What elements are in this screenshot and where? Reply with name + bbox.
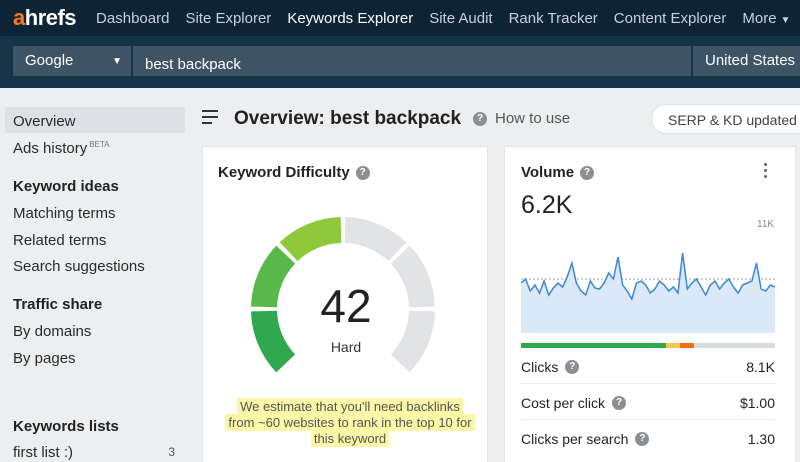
country-value: United States <box>705 52 796 69</box>
metric-cost-per-click: Cost per click? $1.00 <box>521 393 775 413</box>
ahrefs-logo[interactable]: a hrefs <box>13 5 77 31</box>
sidebar-item-first-list[interactable]: first list :) 3 <box>5 438 185 462</box>
split-segment <box>693 343 775 348</box>
nav-content-explorer[interactable]: Content Explorer <box>613 9 727 27</box>
divider <box>521 419 775 420</box>
help-icon: ? <box>473 111 487 126</box>
page-title: Overview: best backpack <box>234 108 462 129</box>
nav-keywords-explorer[interactable]: Keywords Explorer <box>287 9 414 27</box>
sidebar-item-matching-terms[interactable]: Matching terms <box>13 205 116 222</box>
logo-accent: a <box>13 5 25 30</box>
sidebar-item-search-suggestions[interactable]: Search suggestions <box>13 258 145 275</box>
nav-rank-tracker[interactable]: Rank Tracker <box>508 9 598 27</box>
gauge-segment <box>279 217 342 262</box>
nav-dashboard[interactable]: Dashboard <box>96 9 170 27</box>
logo-text: hrefs <box>24 5 77 30</box>
search-bar: Google ▼ United States <box>0 36 800 88</box>
metric-label: Clicks per search <box>521 431 629 447</box>
nav-site-explorer[interactable]: Site Explorer <box>185 9 272 27</box>
kd-estimate-note: We estimate that you'll need backlinks f… <box>225 398 475 447</box>
serp-status-badge: SERP & KD updated <box>651 104 800 134</box>
gauge-segment <box>251 310 296 373</box>
metric-value: $1.00 <box>739 395 775 411</box>
search-engine-select[interactable]: Google ▼ <box>13 46 131 76</box>
keyword-input[interactable] <box>133 46 691 76</box>
beta-badge: BETA <box>89 140 110 149</box>
metric-label: Clicks <box>521 359 559 375</box>
volume-line <box>521 252 775 301</box>
metric-value: 8.1K <box>746 359 775 375</box>
sidebar-item-label: first list :) <box>13 444 73 461</box>
volume-card: Volume ? 6.2K 11K Clicks? 8.1K Cost per … <box>504 146 796 462</box>
kd-title-text: Keyword Difficulty <box>218 164 350 181</box>
gauge-segment <box>390 310 435 373</box>
how-to-use-link[interactable]: ? How to use <box>473 110 570 127</box>
kd-estimate-text: We estimate that you'll need backlinks f… <box>225 398 475 447</box>
volume-card-title: Volume ? <box>521 164 595 181</box>
gauge-segment <box>251 245 296 308</box>
how-to-use-label: How to use <box>495 110 571 127</box>
sidebar-item-ads-history[interactable]: Ads history BETA <box>5 134 185 160</box>
nav-more-label: More <box>742 9 777 27</box>
volume-axis-max: 11K <box>757 219 775 230</box>
split-segment <box>679 343 694 348</box>
kd-card-title: Keyword Difficulty ? <box>218 164 370 181</box>
help-icon[interactable]: ? <box>580 165 595 180</box>
sidebar-heading-keywords-lists: Keywords lists <box>13 418 119 435</box>
sidebar-item-by-domains[interactable]: By domains <box>13 323 92 340</box>
keyword-difficulty-card: Keyword Difficulty ? 42 Hard We estimate… <box>202 146 488 462</box>
volume-area <box>521 253 775 333</box>
menu-icon[interactable] <box>202 110 218 124</box>
sidebar-heading-traffic-share: Traffic share <box>13 296 103 313</box>
split-segment <box>521 343 666 348</box>
nav-site-audit[interactable]: Site Audit <box>429 9 493 27</box>
metric-clicks-per-search: Clicks per search? 1.30 <box>521 429 775 449</box>
gauge-segment <box>344 217 407 262</box>
sidebar-item-label: Ads history <box>13 140 88 157</box>
top-nav: a hrefs Dashboard Site Explorer Keywords … <box>0 0 800 36</box>
volume-trend-chart <box>521 252 775 333</box>
sidebar-heading-keyword-ideas: Keyword ideas <box>13 178 119 195</box>
help-icon[interactable]: ? <box>355 165 370 180</box>
kd-gauge <box>251 217 435 373</box>
kd-score: 42 <box>320 280 372 332</box>
help-icon[interactable]: ? <box>565 360 580 374</box>
sidebar: Overview Ads history BETA Keyword ideas M… <box>0 88 192 462</box>
sidebar-item-related-terms[interactable]: Related terms <box>13 232 107 249</box>
volume-title-text: Volume <box>521 164 575 181</box>
help-icon[interactable]: ? <box>612 396 627 410</box>
nav-more[interactable]: More ▼ <box>742 10 790 27</box>
sidebar-item-overview[interactable]: Overview <box>5 107 185 133</box>
country-select[interactable]: United States <box>693 46 800 76</box>
list-count: 3 <box>168 445 175 459</box>
caret-down-icon: ▼ <box>780 14 791 26</box>
metric-value: 1.30 <box>747 431 775 447</box>
divider <box>521 383 775 384</box>
gauge-segment <box>390 245 435 308</box>
help-icon[interactable]: ? <box>635 432 650 446</box>
nav-links: Dashboard Site Explorer Keywords Explore… <box>96 10 800 27</box>
metric-clicks: Clicks? 8.1K <box>521 357 775 377</box>
metric-label: Cost per click <box>521 395 606 411</box>
search-engine-value: Google <box>25 52 74 69</box>
kd-rating: Hard <box>330 339 362 355</box>
volume-value: 6.2K <box>521 191 573 219</box>
clicks-split-bar <box>521 343 775 348</box>
caret-down-icon: ▼ <box>112 56 122 67</box>
split-segment <box>665 343 680 348</box>
sidebar-item-by-pages[interactable]: By pages <box>13 350 76 367</box>
more-options-icon[interactable] <box>763 163 769 179</box>
